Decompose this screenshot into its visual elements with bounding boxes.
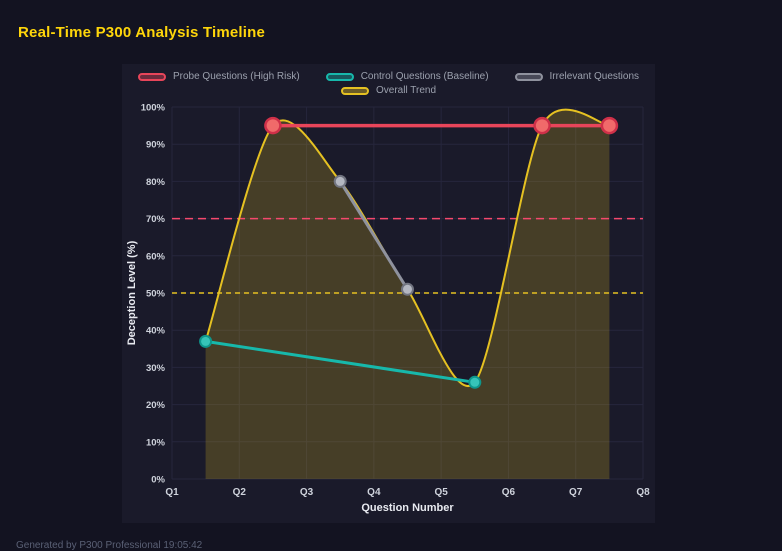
page-title: Real-Time P300 Analysis Timeline bbox=[18, 24, 266, 41]
legend-label: Overall Trend bbox=[375, 85, 437, 96]
x-tick-label: Q1 bbox=[165, 487, 179, 498]
legend-swatch bbox=[137, 72, 166, 81]
data-point[interactable] bbox=[600, 116, 619, 135]
y-tick-label: 70% bbox=[146, 214, 166, 225]
y-tick-label: 0% bbox=[151, 475, 165, 486]
legend-swatch bbox=[325, 72, 354, 81]
legend-label: Irrelevant Questions bbox=[549, 71, 640, 82]
legend-item[interactable]: Control Questions (Baseline) bbox=[325, 71, 489, 82]
data-point[interactable] bbox=[333, 174, 347, 188]
data-point[interactable] bbox=[199, 334, 213, 348]
x-axis-title: Question Number bbox=[361, 502, 454, 514]
y-tick-label: 60% bbox=[146, 251, 166, 262]
legend-swatch bbox=[340, 86, 369, 95]
y-tick-label: 80% bbox=[146, 177, 166, 188]
y-tick-label: 10% bbox=[146, 437, 166, 448]
x-tick-label: Q7 bbox=[569, 487, 583, 498]
x-tick-label: Q5 bbox=[434, 487, 448, 498]
y-tick-label: 20% bbox=[146, 400, 166, 411]
series-line bbox=[338, 179, 409, 291]
legend-row: Probe Questions (High Risk) Control Quest… bbox=[137, 71, 640, 82]
data-point[interactable] bbox=[401, 282, 414, 296]
data-point[interactable] bbox=[264, 116, 282, 135]
x-tick-label: Q6 bbox=[502, 487, 516, 498]
legend-label: Control Questions (Baseline) bbox=[360, 71, 489, 82]
y-tick-label: 30% bbox=[146, 363, 166, 374]
x-tick-label: Q8 bbox=[636, 487, 650, 498]
y-tick-label: 100% bbox=[141, 103, 166, 114]
chart-legend: Probe Questions (High Risk) Control Quest… bbox=[122, 64, 655, 102]
legend-row: Overall Trend bbox=[340, 85, 437, 96]
x-tick-label: Q2 bbox=[233, 487, 247, 498]
timeline-chart[interactable]: Q1 Q2 Q3 Q4 Q5 Q6 Q7 Q8 0% 10% 20% 30% 40% 50% 60% 70% 8… bbox=[122, 102, 655, 523]
data-point[interactable] bbox=[468, 375, 482, 389]
data-point[interactable] bbox=[533, 116, 551, 135]
legend-item[interactable]: Overall Trend bbox=[340, 85, 437, 96]
chart-panel: Probe Questions (High Risk) Control Quest… bbox=[122, 64, 655, 523]
series-line bbox=[204, 339, 477, 384]
y-tick-label: 40% bbox=[146, 326, 166, 337]
x-tick-label: Q4 bbox=[367, 487, 381, 498]
x-tick-label: Q3 bbox=[300, 487, 314, 498]
legend-swatch bbox=[514, 72, 543, 81]
y-axis-title: Deception Level (%) bbox=[126, 240, 138, 345]
legend-item[interactable]: Irrelevant Questions bbox=[514, 71, 640, 82]
y-tick-label: 90% bbox=[146, 140, 166, 151]
y-tick-label: 50% bbox=[146, 289, 166, 300]
legend-item[interactable]: Probe Questions (High Risk) bbox=[137, 71, 300, 82]
legend-label: Probe Questions (High Risk) bbox=[172, 71, 300, 82]
